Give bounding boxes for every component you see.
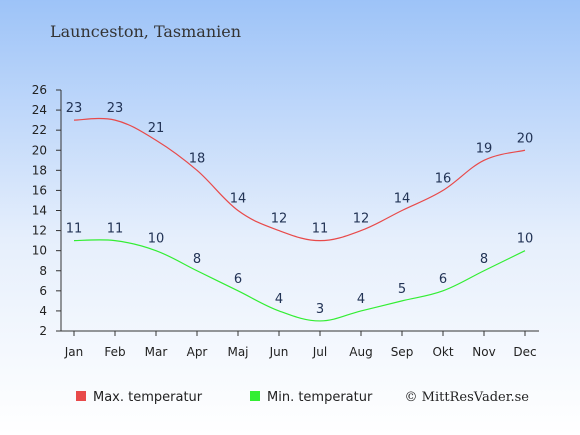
data-label-max: 16 (435, 171, 452, 186)
data-label-max: 14 (230, 192, 247, 207)
x-tick-label: Dec (513, 345, 536, 359)
data-label-max: 21 (148, 121, 165, 136)
data-label-max: 19 (476, 141, 493, 156)
x-tick-label: Nov (472, 345, 495, 359)
data-label-min: 4 (357, 292, 365, 307)
x-tick-label: Sep (391, 345, 414, 359)
series-line-min (73, 239, 526, 322)
data-label-min: 8 (480, 252, 488, 267)
x-tick-label: Apr (187, 345, 208, 359)
credit-text: © MittResVader.se (405, 390, 530, 405)
data-label-min: 4 (275, 292, 283, 307)
legend-label-min: Min. temperatur (267, 390, 373, 405)
y-tick-label: 6 (39, 284, 47, 298)
data-label-max: 23 (66, 101, 83, 116)
x-tick-label: Aug (349, 345, 372, 359)
data-label-min: 10 (517, 232, 534, 247)
data-label-min: 5 (398, 282, 406, 297)
data-label-max: 11 (312, 222, 329, 237)
chart-title: Launceston, Tasmanien (50, 22, 241, 41)
data-label-max: 20 (517, 131, 534, 146)
series-line-max (73, 117, 526, 242)
data-label-min: 11 (107, 222, 124, 237)
data-label-min: 8 (193, 252, 201, 267)
y-tick-label: 2 (39, 324, 47, 338)
y-tick-label: 20 (32, 143, 47, 157)
x-tick-label: Jun (269, 345, 289, 359)
y-tick-label: 16 (32, 183, 47, 197)
y-tick-label: 24 (32, 103, 47, 117)
y-tick-label: 12 (32, 224, 47, 238)
y-tick-label: 26 (32, 83, 47, 97)
x-tick-label: Jul (312, 345, 327, 359)
data-label-min: 11 (66, 222, 83, 237)
y-tick-label: 4 (39, 304, 47, 318)
data-label-min: 3 (316, 302, 324, 317)
legend-label-max: Max. temperatur (93, 390, 203, 405)
legend-swatch-min (250, 391, 260, 401)
x-tick-label: Maj (227, 345, 248, 359)
x-tick-label: Feb (104, 345, 125, 359)
x-axis-ticks: Jan Feb Mar Apr Maj Jun Jul Aug Sep Okt Nov Dec (64, 331, 537, 359)
x-tick-label: Jan (64, 345, 84, 359)
x-tick-label: Mar (145, 345, 168, 359)
data-label-min: 6 (234, 272, 242, 287)
data-label-max: 12 (271, 212, 288, 227)
data-label-max: 14 (394, 192, 411, 207)
data-label-min: 10 (148, 232, 165, 247)
data-label-max: 18 (189, 151, 206, 166)
y-tick-label: 14 (32, 204, 47, 218)
data-label-max: 23 (107, 101, 124, 116)
y-tick-label: 18 (32, 163, 47, 177)
data-labels: 23 23 21 18 14 12 11 12 14 16 19 20 11 11 10 8 6 4 3 4 5 6 8 10 (66, 101, 534, 317)
y-tick-label: 8 (39, 264, 47, 278)
data-label-min: 6 (439, 272, 447, 287)
y-tick-label: 22 (32, 123, 47, 137)
y-tick-label: 10 (32, 244, 47, 258)
legend: Max. temperatur Min. temperatur (76, 390, 373, 405)
series-lines (73, 117, 526, 322)
data-label-max: 12 (353, 212, 370, 227)
legend-swatch-max (76, 391, 86, 401)
x-tick-label: Okt (432, 345, 453, 359)
